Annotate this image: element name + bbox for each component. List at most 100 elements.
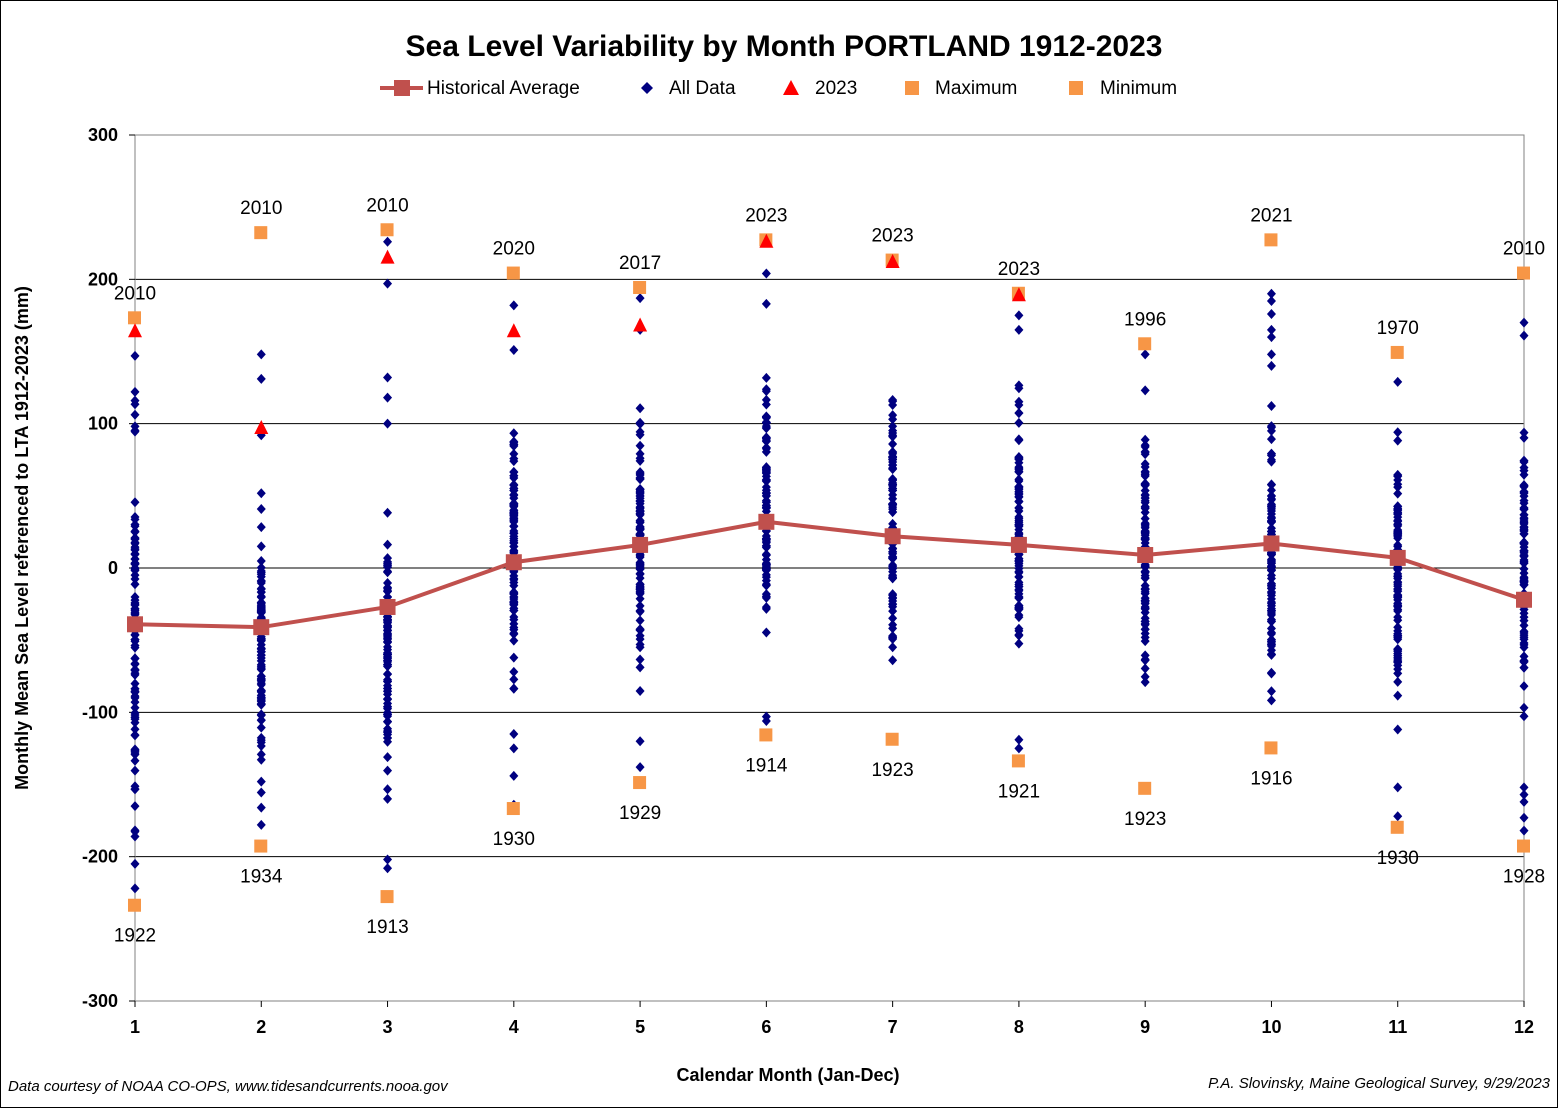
all-data-point — [1519, 782, 1529, 793]
maximum-marker — [254, 226, 268, 240]
all-data-point — [383, 641, 393, 652]
all-data-point — [1393, 512, 1403, 523]
all-data-point — [1393, 652, 1403, 663]
legend-historical-average-marker — [394, 80, 410, 96]
legend-2023-marker — [783, 80, 799, 95]
all-data-point — [1266, 623, 1276, 634]
all-data-point — [130, 653, 140, 664]
all-data-point — [1519, 469, 1529, 480]
all-data-point — [1519, 796, 1529, 807]
x-tick-label: 3 — [383, 1017, 393, 1037]
all-data-point — [130, 765, 140, 776]
all-data-point — [1393, 533, 1403, 544]
all-data-point — [1519, 432, 1529, 443]
all-data-point — [130, 574, 140, 585]
all-data-point — [383, 709, 393, 720]
all-data-point — [1140, 573, 1150, 584]
all-data-point — [130, 564, 140, 575]
all-data-point — [1266, 515, 1276, 526]
all-data-point — [1140, 489, 1150, 500]
historical-average-marker — [505, 554, 522, 571]
all-data-point — [1140, 583, 1150, 594]
all-data-point — [256, 675, 266, 686]
all-data-point — [383, 701, 393, 712]
all-data-point — [130, 542, 140, 553]
all-data-point — [130, 425, 140, 436]
x-tick-label: 1 — [130, 1017, 140, 1037]
minimum-marker — [506, 802, 520, 816]
x-axis-label: Calendar Month (Jan-Dec) — [676, 1065, 899, 1085]
all-data-point — [761, 502, 771, 513]
minimum-year-label: 1930 — [1377, 848, 1419, 869]
all-data-point — [1140, 619, 1150, 630]
historical-average-marker — [1389, 549, 1406, 566]
all-data-point — [130, 395, 140, 406]
all-data-point — [256, 749, 266, 760]
chart-title: Sea Level Variability by Month PORTLAND … — [406, 30, 1163, 63]
all-data-point — [509, 300, 519, 311]
all-data-point — [130, 554, 140, 565]
y-tick-label: -100 — [82, 702, 118, 722]
all-data-point — [635, 625, 645, 636]
all-data-point — [1266, 288, 1276, 299]
x-tick-label: 5 — [635, 1017, 645, 1037]
all-data-point — [1519, 563, 1529, 574]
minimum-year-label: 1921 — [998, 781, 1040, 802]
all-data-point — [383, 716, 393, 727]
all-data-point — [130, 533, 140, 544]
all-data-point — [761, 394, 771, 405]
all-data-point — [383, 649, 393, 660]
all-data-point — [1014, 513, 1024, 524]
historical-average-marker — [379, 598, 396, 615]
all-data-point — [1393, 520, 1403, 531]
y-axis-label: Monthly Mean Sea Level referenced to LTA… — [12, 286, 32, 790]
all-data-point — [635, 634, 645, 645]
maximum-marker — [1264, 233, 1278, 247]
all-data-point — [509, 456, 519, 467]
all-data-point — [888, 410, 898, 421]
all-data-point — [888, 394, 898, 405]
all-data-point — [1014, 454, 1024, 465]
maximum-year-label: 2010 — [240, 198, 282, 219]
all-data-point — [635, 642, 645, 653]
all-data-point — [509, 428, 519, 439]
all-data-point — [635, 600, 645, 611]
point-2023 — [254, 419, 269, 434]
y-tick-label: 100 — [88, 414, 118, 434]
all-data-point — [256, 776, 266, 787]
all-data-point — [635, 568, 645, 579]
all-data-point — [256, 555, 266, 566]
all-data-point — [1014, 396, 1024, 407]
all-data-point — [1014, 743, 1024, 754]
point-2023 — [759, 233, 774, 248]
all-data-point — [509, 510, 519, 521]
all-data-point — [761, 465, 771, 476]
all-data-point — [888, 399, 898, 410]
all-data-point — [1519, 550, 1529, 561]
all-data-point — [635, 606, 645, 617]
all-data-point — [888, 498, 898, 509]
minimum-marker — [633, 776, 647, 790]
all-data-point — [635, 440, 645, 451]
all-data-point — [1140, 671, 1150, 682]
all-data-point — [888, 570, 898, 581]
minimum-marker — [1138, 781, 1152, 795]
all-data-point — [635, 496, 645, 507]
legend-2023-label: 2023 — [815, 78, 857, 99]
all-data-point — [635, 593, 645, 604]
historical-average-marker — [1516, 591, 1532, 608]
all-data-point — [761, 386, 771, 397]
all-data-point — [1266, 565, 1276, 576]
maximum-year-label: 2023 — [871, 226, 913, 247]
minimum-year-label: 1930 — [493, 829, 535, 850]
all-data-point — [1519, 789, 1529, 800]
all-data-point — [256, 715, 266, 726]
all-data-point — [1140, 636, 1150, 647]
all-data-point — [1140, 497, 1150, 508]
minimum-marker — [128, 898, 141, 912]
all-data-point — [888, 613, 898, 624]
legend-historical-average-label: Historical Average — [427, 78, 580, 99]
all-data-point — [256, 802, 266, 813]
all-data-point — [1266, 308, 1276, 319]
all-data-point — [1014, 588, 1024, 599]
